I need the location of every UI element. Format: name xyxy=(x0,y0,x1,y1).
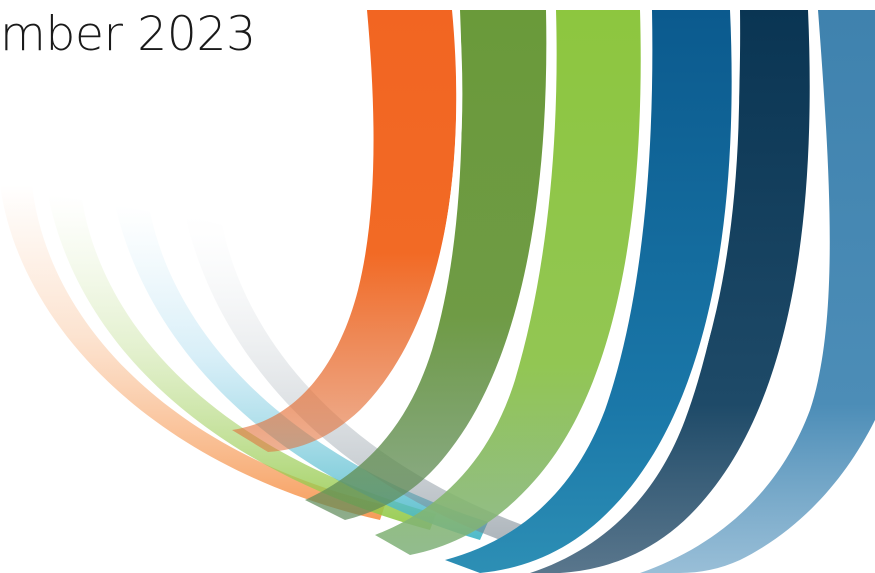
ribbon-separator xyxy=(535,9,650,488)
ghost-ribbon-grey xyxy=(185,215,545,552)
ribbon-olive-green xyxy=(305,10,547,520)
ribbon-separator xyxy=(449,9,555,458)
ghost-ribbon-cyan xyxy=(115,205,488,540)
ribbon-blue xyxy=(445,10,732,573)
ribbon-orange xyxy=(232,10,457,452)
ribbon-lime-green xyxy=(375,10,641,555)
ribbon-separator xyxy=(691,9,818,523)
ribbon-steel-blue xyxy=(640,10,875,573)
ghost-ribbon-lime xyxy=(48,195,436,530)
slide-title: mber 2023 xyxy=(0,7,256,62)
top-band xyxy=(340,0,875,10)
ribbon-navy xyxy=(530,10,810,573)
ribbon-separator xyxy=(615,9,740,513)
ribbon-separator xyxy=(359,9,463,423)
